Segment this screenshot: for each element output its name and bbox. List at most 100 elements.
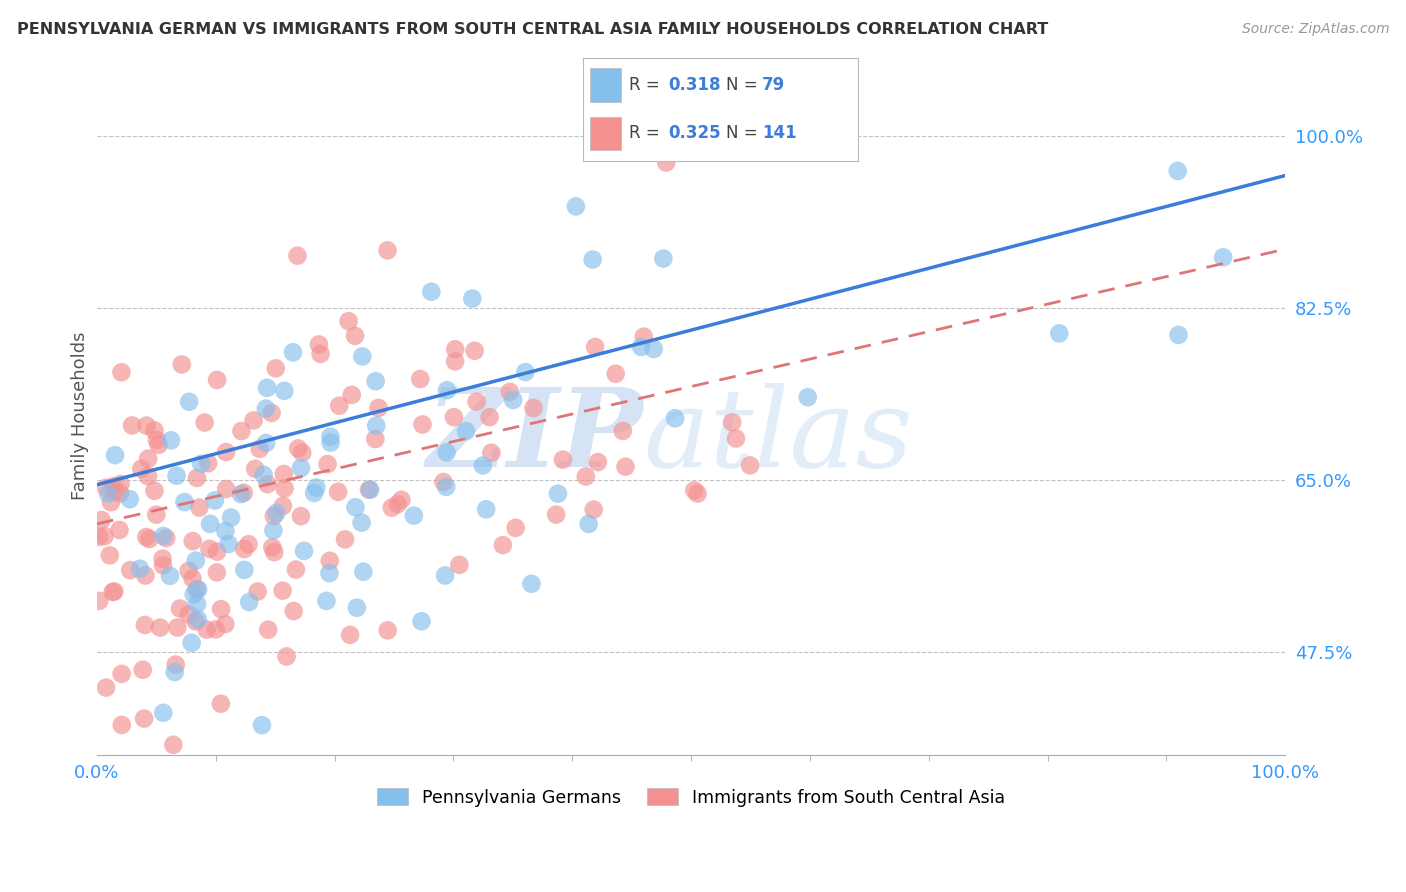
Point (214, 617, 236, 632)
Point (411, 615, 433, 629)
Point (254, 436, 277, 450)
Text: 0.318: 0.318 (668, 76, 721, 94)
Point (499, 384, 522, 399)
Point (256, 477, 278, 491)
Point (145, 508, 167, 522)
Point (187, 612, 209, 626)
Point (305, 480, 328, 494)
Point (143, 424, 166, 438)
Point (359, 483, 381, 497)
Point (229, 487, 252, 501)
Bar (591, 69, 620, 102)
Point (181, 534, 204, 549)
Point (471, 458, 494, 473)
Point (292, 544, 315, 558)
Point (344, 500, 367, 515)
Y-axis label: Family Households: Family Households (72, 332, 89, 500)
Point (464, 343, 486, 358)
Point (93, 529, 115, 543)
Point (633, 329, 655, 343)
Point (162, 738, 184, 752)
Point (160, 434, 183, 448)
Point (326, 484, 349, 499)
Point (165, 657, 187, 672)
Point (578, 516, 600, 531)
Point (1167, 164, 1189, 178)
Point (1047, 326, 1070, 341)
Point (108, 486, 131, 500)
Point (612, 424, 634, 438)
Point (630, 340, 652, 354)
Point (1167, 327, 1189, 342)
Point (231, 424, 253, 438)
Point (166, 468, 188, 483)
Point (273, 384, 295, 398)
Text: N =: N = (725, 124, 763, 143)
Point (209, 602, 232, 616)
Point (319, 435, 342, 450)
Text: PENNSYLVANIA GERMAN VS IMMIGRANTS FROM SOUTH CENTRAL ASIA FAMILY HOUSEHOLDS CORR: PENNSYLVANIA GERMAN VS IMMIGRANTS FROM S… (17, 22, 1047, 37)
Point (290, 461, 312, 475)
Point (264, 361, 287, 376)
Point (287, 442, 309, 456)
Point (582, 252, 605, 267)
Point (344, 328, 367, 343)
Point (1212, 250, 1234, 264)
Point (233, 563, 256, 577)
Point (190, 457, 212, 471)
Point (186, 597, 208, 611)
Point (256, 381, 278, 395)
Point (547, 486, 569, 500)
Point (143, 483, 166, 498)
Point (166, 620, 188, 634)
Point (664, 411, 686, 425)
Point (183, 587, 205, 601)
Point (204, 493, 226, 508)
Point (188, 500, 211, 515)
Point (111, 718, 134, 732)
Point (262, 524, 284, 538)
Point (444, 354, 467, 368)
Point (364, 432, 387, 446)
Point (309, 347, 332, 361)
Point (565, 199, 588, 213)
Point (352, 350, 374, 364)
Point (177, 564, 200, 578)
Point (283, 604, 305, 618)
Point (163, 665, 186, 679)
Point (197, 456, 219, 470)
Point (209, 697, 232, 711)
Point (465, 394, 488, 409)
Point (797, 390, 820, 404)
Point (186, 582, 208, 597)
Point (340, 388, 363, 402)
Point (214, 524, 236, 538)
Point (215, 482, 238, 496)
Point (266, 506, 288, 520)
Point (520, 576, 543, 591)
Point (103, 479, 125, 493)
Point (260, 406, 283, 420)
Point (387, 497, 409, 511)
Point (287, 249, 309, 263)
Point (328, 399, 350, 413)
Text: N =: N = (725, 76, 763, 94)
Point (391, 492, 413, 507)
Point (434, 480, 457, 494)
Text: R =: R = (628, 124, 665, 143)
Point (315, 594, 337, 608)
Point (136, 451, 159, 466)
Text: ZIP: ZIP (427, 383, 644, 490)
Point (180, 636, 202, 650)
Point (194, 416, 217, 430)
Point (184, 554, 207, 568)
Point (98, 549, 121, 563)
Text: 0.325: 0.325 (668, 124, 721, 143)
Point (436, 383, 458, 397)
Point (284, 563, 307, 577)
Point (686, 486, 709, 500)
Point (152, 706, 174, 720)
Bar (591, 117, 620, 150)
Point (243, 462, 266, 476)
Point (181, 572, 204, 586)
